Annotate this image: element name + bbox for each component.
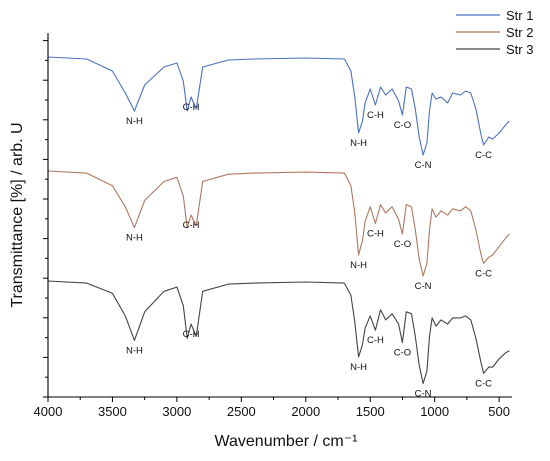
x-tick-label: 1500 bbox=[356, 404, 385, 419]
peak-label: C-N bbox=[415, 281, 432, 292]
peak-label: N-H bbox=[350, 362, 367, 373]
y-axis-ticks bbox=[43, 40, 48, 398]
x-axis-ticks: 4000 3500 3000 2500 2000 1500 1000 500 bbox=[34, 397, 510, 419]
legend: Str 1 Str 2 Str 3 bbox=[456, 8, 533, 57]
peak-label: C-H bbox=[367, 229, 384, 240]
spectrum-line-2 bbox=[47, 170, 510, 277]
x-tick-label: 3500 bbox=[98, 404, 127, 419]
peak-label: C-H bbox=[183, 329, 200, 340]
x-tick-label: 500 bbox=[488, 404, 510, 419]
x-tick-label: 2500 bbox=[227, 404, 256, 419]
x-tick-label: 2000 bbox=[291, 404, 320, 419]
spectra-plot-area bbox=[47, 56, 510, 385]
x-tick-label: 1000 bbox=[420, 404, 449, 419]
legend-label-3: Str 3 bbox=[506, 42, 533, 57]
peak-label: C-N bbox=[415, 389, 432, 400]
x-tick-label: 4000 bbox=[34, 404, 63, 419]
peak-label: N-H bbox=[350, 138, 367, 149]
axes bbox=[47, 33, 512, 398]
peak-annotations: N-H C-H N-H C-H C-O C-N C-C N-H C-H N-H C-H C-O C-N C… bbox=[126, 102, 492, 400]
peak-label: N-H bbox=[126, 116, 143, 127]
peak-label: C-O bbox=[394, 348, 411, 359]
peak-label: C-C bbox=[475, 150, 492, 161]
peak-label: C-O bbox=[394, 239, 411, 250]
peak-label: C-H bbox=[183, 102, 200, 113]
legend-label-2: Str 2 bbox=[506, 25, 533, 40]
peak-label: C-C bbox=[475, 268, 492, 279]
y-axis-title: Transmittance [%] / arb. U bbox=[9, 122, 26, 307]
peak-label: C-C bbox=[475, 378, 492, 389]
x-tick-label: 3000 bbox=[162, 404, 191, 419]
peak-label: C-H bbox=[367, 110, 384, 121]
peak-label: N-H bbox=[126, 345, 143, 356]
x-axis-title: Wavenumber / cm⁻¹ bbox=[215, 433, 358, 450]
peak-label: C-N bbox=[415, 160, 432, 171]
legend-label-1: Str 1 bbox=[506, 8, 533, 23]
spectrum-line-3 bbox=[47, 280, 510, 385]
peak-label: C-H bbox=[183, 220, 200, 231]
spectrum-line-1 bbox=[47, 56, 510, 156]
peak-label: C-H bbox=[367, 335, 384, 346]
peak-label: C-O bbox=[394, 120, 411, 131]
peak-label: N-H bbox=[126, 233, 143, 244]
peak-label: N-H bbox=[350, 260, 367, 271]
